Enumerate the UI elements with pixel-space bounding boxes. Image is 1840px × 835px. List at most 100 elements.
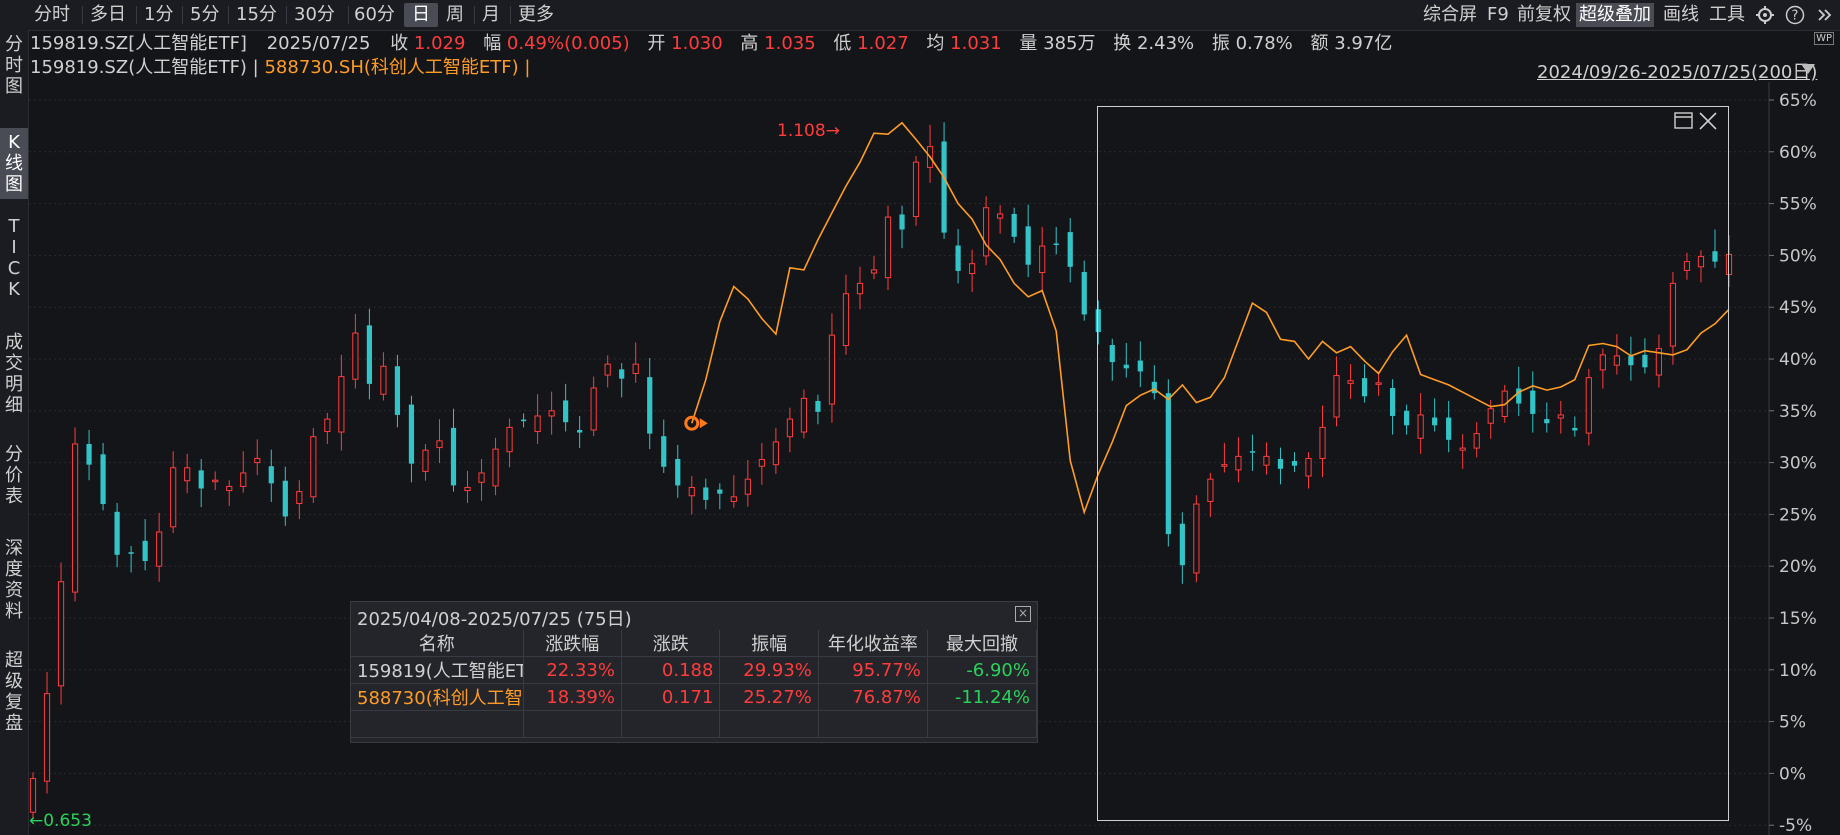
candle-body[interactable] [563,400,569,423]
candle-body[interactable] [1179,523,1185,566]
candle-body[interactable] [772,441,779,466]
candle-body[interactable] [464,486,471,492]
candle-body[interactable] [1011,213,1017,237]
close-icon[interactable] [1699,112,1717,130]
timeframe-multiday-button[interactable]: 多日 [90,4,126,25]
tools-button[interactable]: 工具 [1709,4,1745,25]
timeframe-15min-button[interactable]: 15分 [236,4,277,25]
candle-body[interactable] [577,429,583,433]
candle-body[interactable] [226,485,233,492]
candle-body[interactable] [128,552,134,554]
candle-body[interactable] [1333,375,1340,418]
candle-body[interactable] [156,531,163,567]
candle-body[interactable] [1446,417,1452,440]
candle-body[interactable] [1277,458,1284,469]
candle-body[interactable] [1628,355,1634,366]
col-change[interactable]: 涨跌 [621,630,721,657]
timeframe-1min-button[interactable]: 1分 [144,4,174,25]
timeframe-daily-button[interactable]: 日 [404,3,438,27]
candle-body[interactable] [338,376,345,433]
candle-body[interactable] [380,365,387,395]
overlay-main-security[interactable]: 159819.SZ(人工智能ETF) | [30,57,259,78]
candle-body[interactable] [1109,345,1115,363]
sidebar-item-depth-data[interactable]: 深度资料 [5,538,23,622]
candle-body[interactable] [675,458,681,486]
candle-body[interactable] [366,325,372,384]
composite-screen-button[interactable]: 综合屏 [1423,4,1477,25]
candle-body[interactable] [744,478,751,495]
candle-body[interactable] [1165,393,1171,535]
candle-body[interactable] [688,486,695,497]
candle-body[interactable] [661,436,667,467]
candle-body[interactable] [1249,451,1256,453]
maximize-icon[interactable] [1674,112,1693,129]
candle-body[interactable] [647,377,653,434]
candle-body[interactable] [1459,447,1466,451]
candle-body[interactable] [1669,282,1677,347]
timeframe-monthly-button[interactable]: 月 [482,4,500,25]
candle-body[interactable] [632,363,639,375]
candle-body[interactable] [1613,355,1620,366]
candle-body[interactable] [1319,426,1326,459]
candle-body[interactable] [1473,433,1480,449]
table-row[interactable]: 159819(人工智能ETF) 22.33% 0.188 29.93% 95.7… [351,656,1038,684]
double-chevron-right-icon[interactable] [1815,5,1835,25]
candle-body[interactable] [408,404,415,464]
col-change-pct[interactable]: 涨跌幅 [523,630,622,657]
candle-body[interactable] [983,207,990,257]
candle-body[interactable] [198,470,204,489]
candle-body[interactable] [29,778,37,813]
candle-body[interactable] [1655,348,1663,376]
candle-body[interactable] [1235,455,1242,471]
triangle-down-icon[interactable] [1800,62,1816,76]
candle-body[interactable] [142,540,148,562]
candle-body[interactable] [1151,381,1157,394]
candle-body[interactable] [703,487,709,500]
candle-body[interactable] [114,511,120,555]
candle-body[interactable] [1697,255,1705,268]
candle-body[interactable] [1417,414,1424,439]
candle-body[interactable] [856,282,864,295]
sidebar-item-intraday[interactable]: 分时图 [5,34,23,97]
candle-body[interactable] [758,458,765,467]
candle-body[interactable] [1530,390,1536,414]
price-chart[interactable]: 65% 60% 55% 50% 45% 40% 35% 30% 25% 20% 15% 10% 5% 0%… [29,82,1840,835]
candle-body[interactable] [899,214,905,230]
candle-body[interactable] [604,363,611,376]
candle-body[interactable] [506,426,513,453]
candle-body[interactable] [478,472,485,483]
candle-body[interactable] [57,581,65,687]
date-range-selector[interactable]: 2024/09/26-2025/07/25(200日) [1537,62,1818,83]
candle-body[interactable] [955,245,961,271]
candle-body[interactable] [828,334,836,405]
candle-body[interactable] [450,427,457,486]
candle-body[interactable] [730,496,737,502]
candle-body[interactable] [786,418,793,438]
candle-body[interactable] [1557,414,1564,419]
col-amplitude[interactable]: 振幅 [719,630,819,657]
candle-body[interactable] [1432,417,1438,426]
candle-body[interactable] [1585,377,1592,434]
candle-body[interactable] [268,466,274,484]
candle-body[interactable] [43,693,51,782]
timeframe-intraday-button[interactable]: 分时 [34,4,70,25]
super-overlay-button[interactable]: 超级叠加 [1576,3,1654,27]
candle-body[interactable] [717,489,723,494]
overlay-start-marker-icon[interactable] [684,415,700,431]
candle-body[interactable] [1572,427,1578,431]
candle-body[interactable] [1487,408,1494,424]
timeframe-more-button[interactable]: 更多 [518,4,554,25]
candle-body[interactable] [1642,354,1648,368]
col-annual-return[interactable]: 年化收益率 [818,630,928,657]
candle-body[interactable] [1544,419,1550,424]
candle-body[interactable] [1516,388,1522,404]
f9-button[interactable]: F9 [1487,4,1509,25]
candle-body[interactable] [394,366,401,415]
candle-body[interactable] [1390,388,1396,416]
sidebar-item-super-replay[interactable]: 超级复盘 [5,650,23,734]
range-selection-box[interactable] [1097,106,1729,821]
candle-body[interactable] [170,467,177,528]
help-icon[interactable]: ? [1785,5,1805,25]
